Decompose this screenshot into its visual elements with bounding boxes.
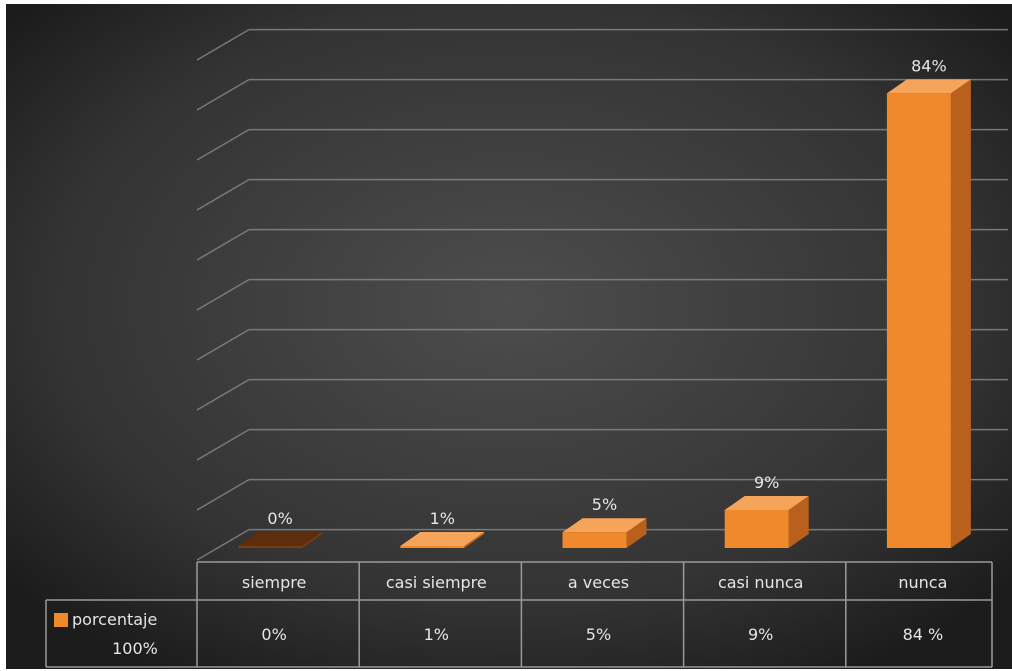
gridline: [196, 378, 1008, 411]
gridline: [196, 78, 1008, 111]
category-label: siempre: [242, 573, 306, 592]
data-table: siempre 0% casi siempre 1% a veces 5% casi nun…: [45, 561, 993, 668]
legend-swatch: [54, 613, 68, 627]
table-value: 84 %: [903, 625, 944, 644]
data-label: 84%: [911, 56, 947, 75]
bar-casi-nunca: [724, 496, 809, 548]
bar-siempre: [238, 532, 323, 548]
bars: [238, 79, 971, 548]
bar-casi-siempre: [400, 532, 485, 548]
gridline: [196, 478, 1008, 511]
bar-nunca: [886, 79, 971, 548]
data-label: 5%: [592, 495, 617, 514]
gridline: [196, 178, 1008, 211]
gridline: [196, 28, 1008, 61]
table-value: 1%: [424, 625, 449, 644]
gridline: [196, 428, 1008, 461]
category-label: nunca: [898, 573, 947, 592]
gridline: [196, 128, 1008, 161]
category-label: casi siempre: [386, 573, 487, 592]
data-label: 1%: [430, 509, 455, 528]
table-value: 5%: [586, 625, 611, 644]
gridline: [196, 328, 1008, 361]
data-label: 0%: [267, 509, 292, 528]
table-value: 9%: [748, 625, 773, 644]
chart-background: [6, 4, 1012, 669]
legend-label: porcentaje: [72, 610, 157, 629]
table-value: 0%: [261, 625, 286, 644]
gridline: [196, 278, 1008, 311]
category-label: casi nunca: [718, 573, 804, 592]
data-label: 9%: [754, 473, 779, 492]
data-labels: 0% 1% 5% 9% 84%: [267, 56, 946, 528]
legend-label-suffix: 100%: [112, 639, 158, 658]
category-label: a veces: [568, 573, 629, 592]
gridline: [196, 228, 1008, 261]
bar-a-veces: [562, 518, 647, 548]
